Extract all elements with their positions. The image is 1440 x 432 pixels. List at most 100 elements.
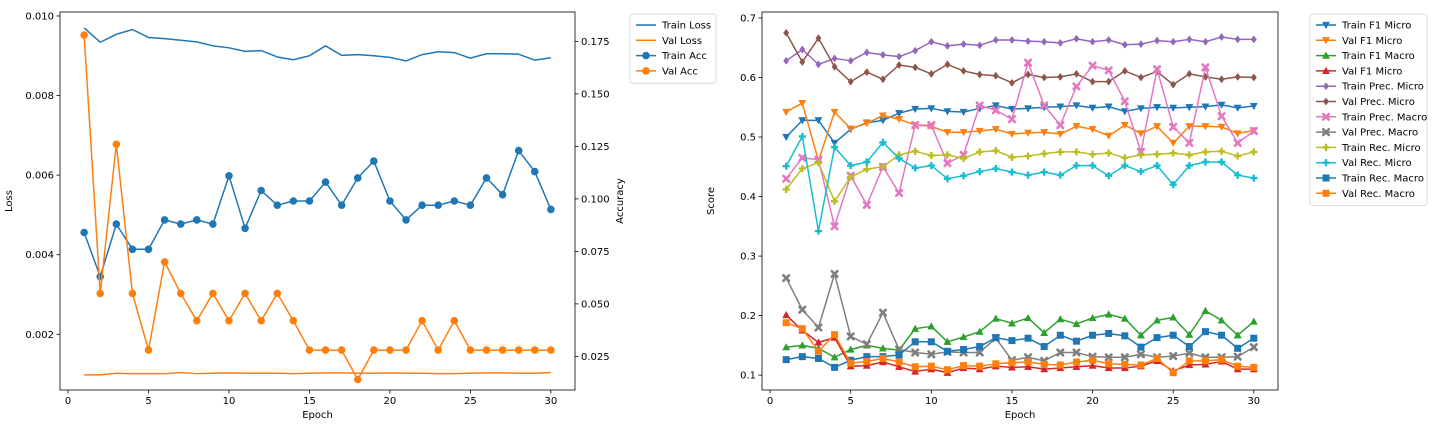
data-point (1233, 104, 1242, 112)
data-point (927, 161, 935, 170)
data-point (370, 346, 378, 354)
data-point (1008, 359, 1016, 367)
data-point (1185, 357, 1193, 365)
data-point (976, 70, 983, 79)
legend-marker (1321, 21, 1331, 30)
data-point (1120, 353, 1129, 362)
data-point (1185, 330, 1194, 338)
data-point (895, 110, 904, 118)
data-point (896, 60, 903, 69)
data-point (943, 151, 952, 159)
data-point (257, 186, 265, 195)
data-point (1169, 149, 1177, 157)
data-point (337, 346, 346, 354)
data-point (814, 227, 823, 235)
legend-label: Val Rec. Macro (1342, 189, 1415, 200)
data-point (943, 159, 952, 168)
data-point (782, 356, 790, 364)
data-point (1008, 337, 1016, 345)
data-point (782, 162, 790, 170)
data-point (798, 99, 807, 108)
data-point (1024, 362, 1033, 370)
data-point (943, 108, 952, 116)
y2-tick-label: 0.075 (581, 247, 610, 258)
data-point (1201, 63, 1210, 72)
data-point (1040, 168, 1048, 176)
legend-marker (1321, 128, 1331, 137)
series-train-prec-micro (783, 32, 1257, 69)
data-point (1040, 150, 1048, 158)
data-point (1088, 161, 1097, 170)
y-axis-label: Loss (4, 190, 15, 212)
data-point (830, 108, 839, 117)
data-point (209, 289, 217, 298)
data-point (466, 201, 475, 209)
series-val-acc (80, 31, 555, 384)
data-point (1233, 331, 1242, 339)
data-point (830, 143, 839, 151)
data-point (912, 46, 919, 55)
data-point (1057, 72, 1064, 81)
data-point (466, 346, 475, 354)
y2-tick-label: 0.175 (581, 37, 610, 48)
data-point (830, 222, 839, 231)
data-point (1072, 82, 1081, 91)
data-point (128, 289, 137, 298)
data-point (976, 148, 984, 156)
legend-label: Val Prec. Macro (1342, 128, 1418, 139)
data-point (1120, 97, 1129, 106)
data-point (1056, 171, 1064, 179)
data-point (831, 363, 839, 371)
data-point (1185, 348, 1194, 358)
data-point (1008, 153, 1016, 161)
data-point (943, 347, 951, 355)
data-point (1088, 61, 1097, 70)
data-point (1105, 329, 1113, 337)
data-point (1088, 361, 1097, 369)
x-tick-label: 20 (384, 396, 397, 407)
data-point (1041, 73, 1048, 82)
x-axis-label: Epoch (1005, 410, 1036, 421)
data-point (863, 158, 871, 166)
data-point (814, 159, 823, 167)
data-point (992, 360, 1000, 368)
data-point (1089, 331, 1097, 339)
data-point (992, 71, 999, 80)
data-point (112, 140, 121, 149)
data-point (878, 308, 888, 317)
data-point (1025, 37, 1032, 46)
data-point (1040, 360, 1048, 368)
data-point (1040, 328, 1049, 336)
data-point (1185, 123, 1194, 131)
legend: Train F1 Micro Val F1 Micro Train F1 Macro… (1309, 13, 1428, 207)
legend-marker (1321, 112, 1331, 121)
data-point (863, 48, 870, 57)
data-point (1072, 358, 1080, 366)
data-point (530, 346, 539, 354)
data-point (273, 289, 282, 298)
data-point (798, 117, 807, 125)
y-tick-label: 0.4 (740, 192, 756, 203)
data-point (514, 146, 523, 155)
data-point (878, 112, 887, 120)
data-point (1169, 351, 1178, 361)
data-point (1153, 104, 1162, 112)
data-point (1218, 75, 1225, 84)
data-point (960, 40, 967, 49)
data-point (1153, 123, 1162, 131)
data-point (1024, 105, 1033, 113)
data-point (1153, 334, 1161, 342)
data-point (386, 346, 394, 354)
data-point (1056, 315, 1065, 323)
data-point (1185, 161, 1193, 170)
data-point (798, 341, 807, 349)
data-point (1007, 130, 1016, 139)
data-point (911, 105, 920, 114)
data-point (1104, 310, 1113, 318)
data-point (1072, 102, 1081, 110)
data-point (1008, 35, 1015, 44)
data-point (1007, 115, 1017, 124)
data-point (1120, 314, 1129, 322)
legend-label: Train Loss (661, 21, 711, 32)
x-tick-label: 0 (767, 396, 773, 407)
